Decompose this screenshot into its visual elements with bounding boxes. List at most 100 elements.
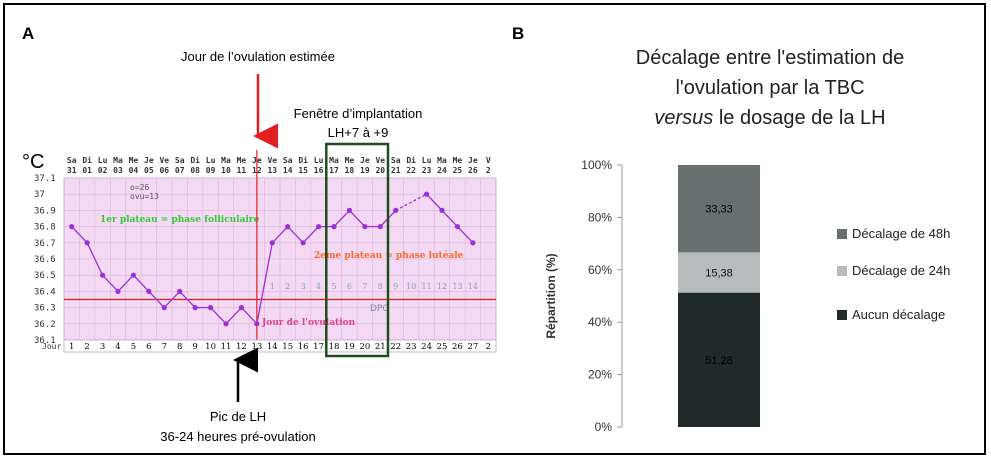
day-number: 4 [115, 342, 120, 352]
bbt-point [238, 305, 245, 311]
title-rest: le dosage de la LH [713, 107, 885, 129]
dpo-number: 12 [437, 282, 447, 291]
day-number: 7 [162, 342, 167, 352]
bar-segment [678, 292, 760, 427]
bbt-segment [210, 307, 227, 325]
stats-line1: o=26 [130, 183, 149, 192]
bbt-day-numbers: 1 2 3 4 5 6 7 8 9 10 11 12 13 14 15 16 17 18 19 20 21 22 23 24 2… [69, 342, 491, 352]
bbt-segment [86, 242, 104, 276]
bbt-point [161, 305, 167, 311]
b-tick-label: 60% [588, 263, 612, 277]
y-tick-label: 36.9 [34, 206, 56, 216]
bbt-segment [240, 307, 258, 325]
bar-segment [678, 252, 760, 293]
implantation-window [325, 142, 390, 358]
y-tick-label: 36.1 [34, 336, 56, 346]
day-number: 14 [267, 342, 278, 352]
weekday-label: Lu [98, 156, 108, 165]
weekday-label: Di [190, 155, 200, 165]
date-label: 25 [453, 166, 463, 175]
b-tick-label: 100% [581, 158, 612, 172]
day-number: 16 [298, 342, 309, 352]
bbt-point [393, 207, 399, 213]
date-label: 2 [486, 166, 491, 175]
date-label: 11 [237, 166, 247, 175]
date-label: 17 [329, 166, 339, 175]
bbt-segment [102, 274, 119, 292]
weekday-label: Je [468, 156, 478, 165]
bbt-segment [456, 226, 474, 244]
b-tick-label: 80% [588, 210, 612, 224]
dpo-number: 8 [378, 282, 383, 291]
title-versus: versus [654, 107, 713, 129]
weekday-label: Di [82, 155, 92, 165]
y-tick-label: 37.1 [34, 174, 56, 184]
date-label: 03 [113, 166, 123, 175]
bbt-point [115, 288, 121, 294]
dpo-number: 11 [421, 282, 431, 291]
day-number: 25 [437, 342, 448, 352]
date-label: 14 [283, 166, 293, 175]
dpo-number: 6 [347, 282, 352, 291]
bbt-segment [348, 209, 366, 228]
panel-b-label: B [512, 24, 524, 43]
dpo-number: 5 [331, 282, 336, 291]
date-label: 22 [406, 166, 416, 175]
b-tick-label: 0% [595, 420, 613, 434]
bbt-point [315, 224, 322, 230]
day-number: 20 [359, 342, 370, 352]
y-tick-label: 36.3 [34, 304, 56, 314]
bbt-point [439, 207, 445, 213]
panel-b-title-line1: Décalage entre l'estimation de [636, 47, 904, 69]
day-number: 21 [375, 342, 386, 352]
date-label: 15 [298, 166, 308, 175]
legend-swatch [837, 229, 847, 239]
day-number: 11 [221, 342, 232, 352]
bbt-segment [302, 226, 320, 244]
weekday-label: Ve [267, 156, 277, 165]
date-label: 09 [206, 166, 216, 175]
day-number: 10 [205, 342, 216, 352]
day-number: 17 [313, 342, 324, 352]
bbt-segment [179, 290, 196, 309]
bbt-segment [71, 226, 88, 244]
jour-ovulation-label: Jour de l'ovulation [261, 318, 356, 328]
stats-line2: ovu=13 [130, 192, 159, 201]
y-tick-label: 36.6 [34, 255, 56, 265]
day-number: 1 [69, 342, 74, 352]
date-label: 07 [175, 166, 185, 175]
dpo-number: 4 [316, 282, 321, 291]
date-label: 23 [422, 166, 432, 175]
bbt-point [69, 224, 75, 230]
weekday-label: Lu [422, 156, 432, 165]
day-number: 19 [344, 342, 355, 352]
dpo-number: 1 [270, 282, 275, 291]
date-label: 21 [391, 166, 401, 175]
bbt-point [99, 272, 106, 278]
weekday-label: Je [144, 156, 154, 165]
dpo-number: 13 [452, 282, 462, 291]
date-label: 08 [190, 166, 200, 175]
day-number: 18 [329, 342, 340, 352]
date-label: 24 [437, 166, 447, 175]
dpo-number: 3 [301, 282, 306, 291]
day-number: 12 [236, 342, 247, 352]
annotation-pic-line1: Pic de LH [210, 409, 266, 424]
weekday-label: Me [453, 156, 463, 165]
panel-b-stacked-bar: 51,28 15,38 33,33 [678, 165, 760, 427]
bbt-point [454, 224, 461, 230]
bbt-segment [256, 242, 273, 324]
bbt-point [192, 305, 198, 311]
day-number: 8 [177, 342, 182, 352]
bbt-point [254, 321, 260, 327]
y-tick-label: 36.8 [34, 223, 56, 233]
date-label: 31 [67, 166, 77, 175]
day-number: 13 [251, 342, 262, 352]
date-label: 10 [221, 166, 231, 175]
weekday-label: Di [298, 155, 308, 165]
weekday-label: Ve [375, 156, 385, 165]
y-tick-label: 36.4 [34, 287, 56, 297]
b-tick-label: 20% [588, 368, 612, 382]
day-number: 3 [100, 342, 105, 352]
